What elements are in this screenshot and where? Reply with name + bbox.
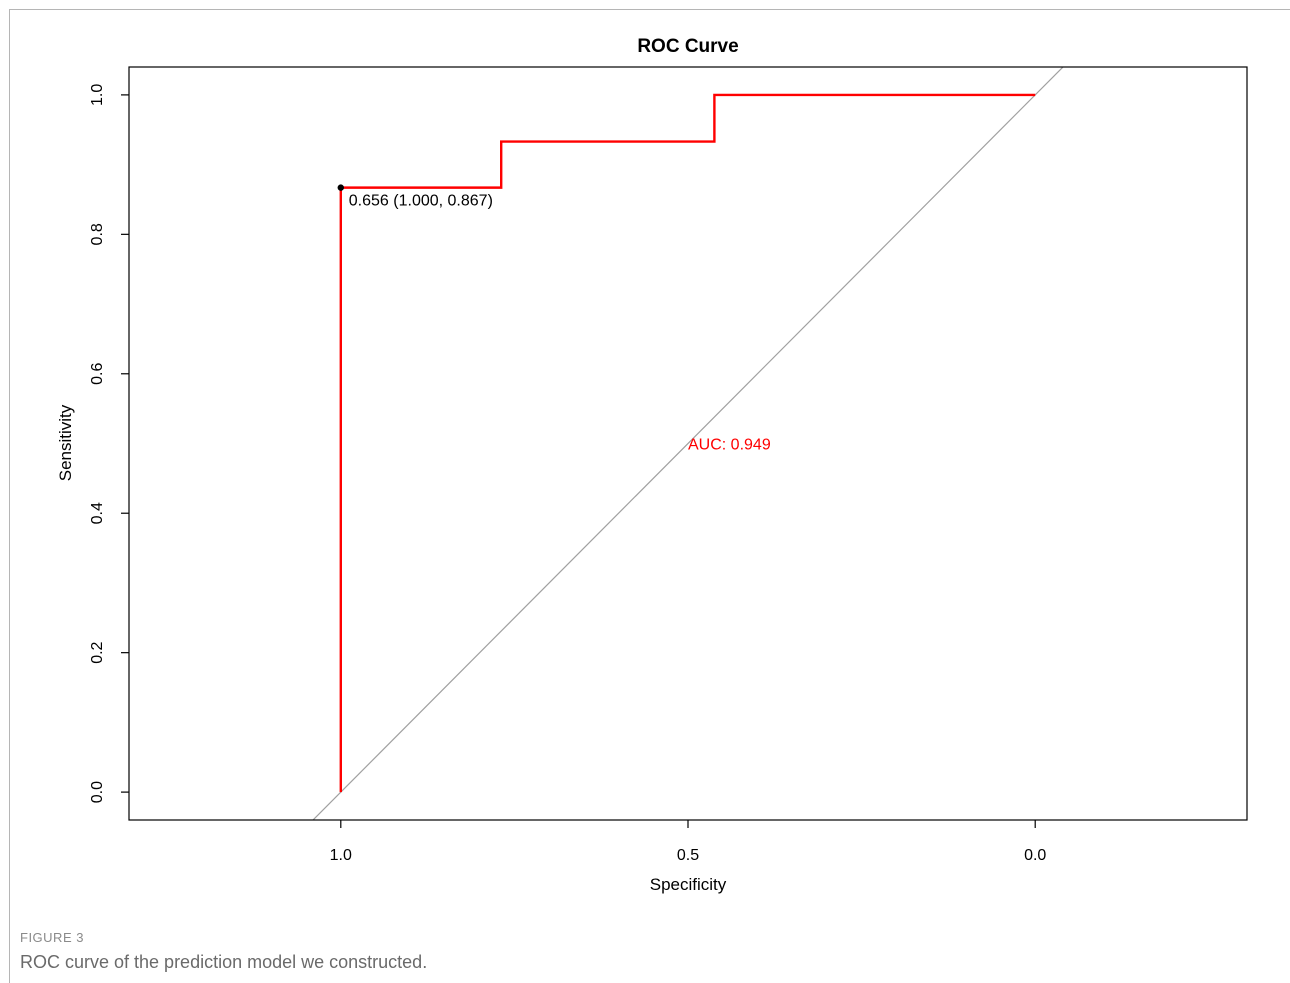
x-tick-label: 1.0 [330,847,352,864]
y-tick-label: 0.2 [89,641,106,663]
figure-caption: ROC curve of the prediction model we con… [20,952,428,972]
y-tick-label: 0.4 [89,502,106,524]
y-tick-label: 1.0 [89,84,106,106]
x-tick-label: 0.5 [677,847,699,864]
chart-title: ROC Curve [637,36,738,57]
axes: 1.0 0.5 0.0 0.0 0.2 0.4 0.6 0.8 1.0 [89,66,1248,864]
plot-area: 0.656 (1.000, 0.867) AUC: 0.949 [312,67,1064,820]
reference-diagonal [312,67,1064,820]
figure-frame [9,9,1290,983]
y-tick-label: 0.0 [89,781,106,803]
y-axis-label: Sensitivity [56,404,75,481]
x-tick-label: 0.0 [1024,847,1046,864]
threshold-label: 0.656 (1.000, 0.867) [349,193,493,210]
auc-annotation: AUC: 0.949 [688,437,771,454]
y-tick-label: 0.8 [89,223,106,245]
x-axis-label: Specificity [650,875,727,894]
y-tick-label: 0.6 [89,363,106,385]
threshold-point [337,184,344,191]
roc-chart: ROC Curve 0.656 (1.000, 0.867) AUC: 0.949… [56,36,1248,894]
figure-label: FIGURE 3 [20,930,84,945]
